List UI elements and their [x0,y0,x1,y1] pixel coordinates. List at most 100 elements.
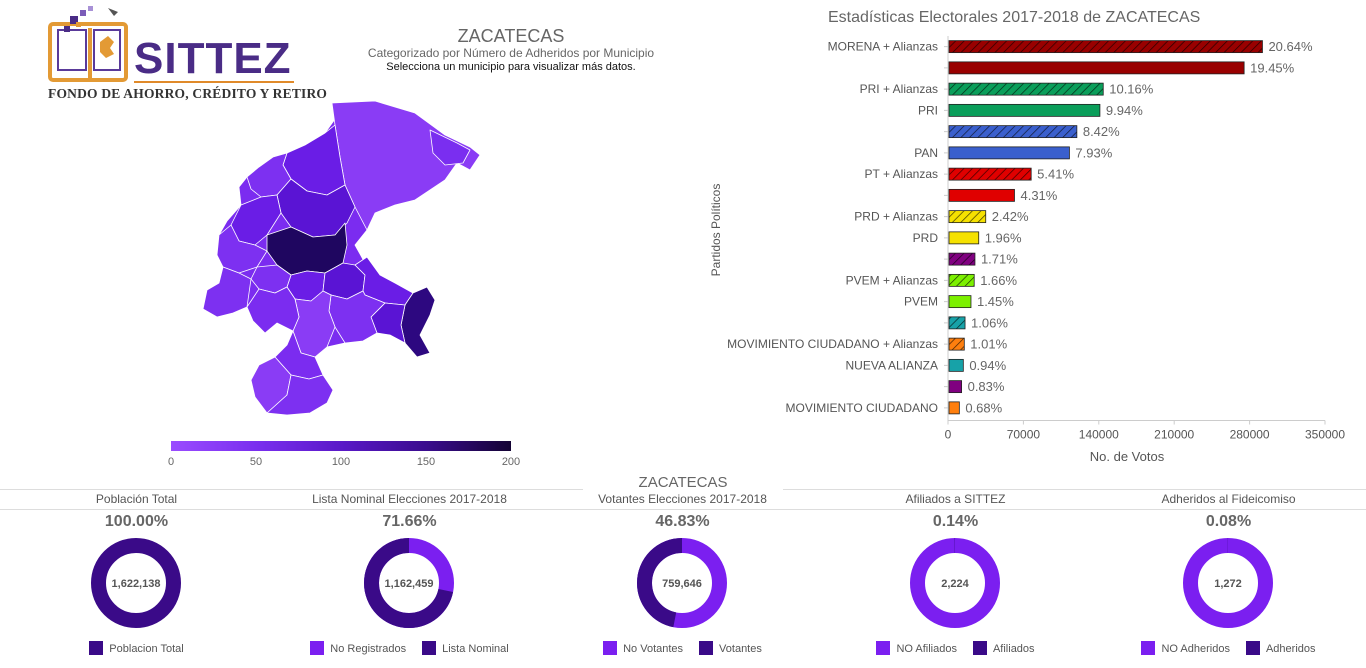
legend-label: Poblacion Total [109,643,184,655]
bar-value-label: 1.45% [977,294,1014,309]
donut-slice[interactable] [1183,538,1273,628]
donut-chart[interactable]: 2,224 [905,533,1005,633]
legend-item[interactable]: Poblacion Total [89,641,184,655]
bar[interactable] [948,61,1245,75]
bar[interactable] [948,380,963,394]
bar-chart-xlabel: No. de Votos [1089,449,1165,464]
bar-value-label: 19.45% [1250,60,1295,75]
logo-wordmark: SITTEZ [134,34,292,83]
map-title: ZACATECAS [457,26,565,46]
legend-item[interactable]: Votantes [699,641,762,655]
bar-category-label: PRD [913,231,939,245]
bar[interactable] [948,231,980,245]
donut-chart[interactable]: 1,272 [1178,533,1278,633]
bar[interactable] [948,146,1070,160]
legend-label: NO Afiliados [896,643,957,655]
bar-chart-title: Estadísticas Electorales 2017-2018 de ZA… [828,9,1201,26]
donut-adheridos[interactable]: Adheridos al Fideicomiso 0.08% 1,272 NO … [1092,492,1365,668]
bar[interactable] [948,273,975,287]
donut-slice[interactable] [637,538,727,628]
bar[interactable] [948,210,987,224]
bar-value-label: 1.01% [970,337,1007,352]
map-colorbar [171,441,511,451]
bar[interactable] [948,125,1078,139]
bar[interactable] [948,188,1015,202]
legend-item[interactable]: No Votantes [603,641,683,655]
map-region [202,266,252,318]
donut-title: Votantes Elecciones 2017-2018 [598,492,767,506]
donut-lista-nominal[interactable]: Lista Nominal Elecciones 2017-2018 71.66… [273,492,546,668]
bar[interactable] [948,252,976,266]
legend-label: No Registrados [330,643,407,655]
donut-legend: No Votantes Votantes [546,641,819,655]
bar-value-label: 4.31% [1020,188,1057,203]
x-tick-label: 70000 [1007,428,1041,442]
bar-chart[interactable]: 0 70000 140000 210000 280000 350000 20.64% MORE… [720,30,1360,450]
donut-title: Población Total [95,492,178,506]
donut-center-value: 1,162,459 [385,578,434,590]
bar[interactable] [948,316,966,330]
donut-chart[interactable]: 1,622,138 [86,533,186,633]
legend-swatch [699,641,714,655]
bar-category-label: PVEM + Alianzas [846,273,938,287]
section-title: ZACATECAS [583,474,783,491]
colorbar-tick: 100 [331,456,351,468]
colorbar-tick: 0 [167,456,175,468]
donut-votantes[interactable]: Votantes Elecciones 2017-2018 46.83% 759… [546,492,819,668]
donut-title: Afiliados a SITTEZ [905,492,1006,506]
legend-item[interactable]: Lista Nominal [422,641,509,655]
donut-chart[interactable]: 759,646 [632,533,732,633]
section-divider [0,509,1366,510]
bar-category-label: MORENA + Alianzas [828,40,938,54]
map-region [429,129,471,166]
legend-label: No Votantes [623,643,684,655]
donut-slice[interactable] [91,538,181,628]
bar-value-label: 1.06% [971,315,1008,330]
donut-legend: Poblacion Total [0,641,273,655]
legend-item[interactable]: No Registrados [310,641,406,655]
sittez-logo[interactable]: SITTEZ FONDO DE AHORRO, CRÉDITO Y RETIRO [48,6,327,102]
bar[interactable] [948,401,960,415]
colorbar-tick: 150 [416,456,436,468]
bar-category-label: PRI [918,103,938,117]
map-subtitle: Categorizado por Número de Adheridos por… [367,46,655,60]
legend-swatch [89,641,104,655]
legend-swatch [1141,641,1156,655]
bar[interactable] [948,40,1263,54]
donut-afiliados[interactable]: Afiliados a SITTEZ 0.14% 2,224 NO Afilia… [819,492,1092,668]
donut-chart[interactable]: 1,162,459 [359,533,459,633]
bar[interactable] [948,167,1032,181]
map-region [266,374,334,416]
bar-value-label: 1.66% [980,273,1017,288]
bar[interactable] [948,103,1101,117]
bar-value-label: 8.42% [1083,124,1120,139]
bar[interactable] [948,82,1104,96]
bar-value-label: 0.83% [968,379,1005,394]
donut-center-value: 759,646 [662,578,702,590]
legend-item[interactable]: Adheridos [1245,641,1316,655]
bar-category-label: PRI + Alianzas [860,82,938,96]
legend-item[interactable]: NO Adheridos [1141,641,1230,655]
legend-label: Adheridos [1265,643,1316,655]
legend-label: NO Adheridos [1161,643,1230,655]
zacatecas-choropleth-map[interactable] [195,95,495,425]
legend-swatch [422,641,437,655]
donut-center-value: 1,272 [1214,578,1242,590]
logo-tagline: FONDO DE AHORRO, CRÉDITO Y RETIRO [48,86,328,101]
donut-slice[interactable] [364,538,454,628]
donut-percent: 0.08% [1205,513,1252,530]
bar-value-label: 10.16% [1109,82,1154,97]
donut-legend: NO Afiliados Afiliados [819,641,1092,655]
bar[interactable] [948,295,972,309]
legend-item[interactable]: NO Afiliados [876,641,957,655]
map-hint: Selecciona un municipio para visualizar … [386,61,636,73]
colorbar-tick: 50 [249,456,263,468]
bar-value-label: 9.94% [1106,103,1143,118]
bar[interactable] [948,358,964,372]
legend-item[interactable]: Afiliados [972,641,1035,655]
donut-slice[interactable] [910,538,1000,628]
bar[interactable] [948,337,965,351]
legend-swatch [1245,641,1260,655]
donut-poblacion-total[interactable]: Población Total 100.00% 1,622,138 Poblac… [0,492,273,668]
legend-swatch [603,641,618,655]
